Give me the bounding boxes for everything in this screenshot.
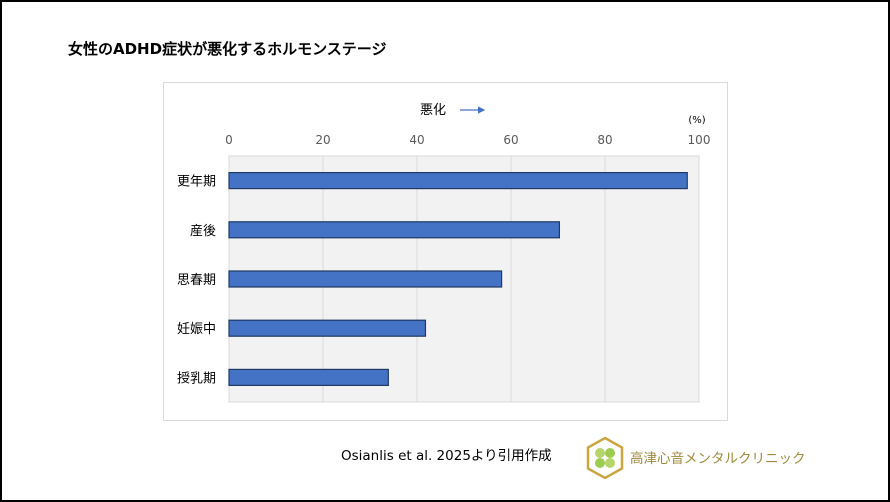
x-tick-label: 20 (315, 133, 330, 147)
category-label: 思春期 (177, 273, 216, 288)
category-label: 妊娠中 (177, 322, 216, 337)
x-tick-label: 0 (225, 133, 233, 147)
bar-産後 (228, 221, 561, 239)
category-label: 授乳期 (177, 371, 216, 386)
category-label: 産後 (190, 223, 216, 239)
clinic-name: 高津心音メンタルクリニック (630, 451, 806, 467)
bar-更年期 (228, 172, 688, 190)
bar-授乳期 (228, 368, 389, 386)
x-tick-label: 60 (503, 133, 518, 147)
clinic-logo-icon (586, 436, 624, 480)
bar-妊娠中 (228, 319, 427, 337)
axis-annotation: 悪化 (420, 103, 446, 118)
bar-思春期 (228, 270, 503, 288)
unit-label: (%) (688, 115, 705, 126)
x-tick-label: 80 (597, 133, 612, 147)
citation: Osianlis et al. 2025より引用作成 (341, 448, 552, 464)
x-tick-label: 40 (409, 133, 424, 147)
category-label: 更年期 (177, 175, 216, 190)
page-title: 女性のADHD症状が悪化するホルモンステージ (68, 40, 387, 58)
x-tick-label: 100 (688, 133, 711, 147)
